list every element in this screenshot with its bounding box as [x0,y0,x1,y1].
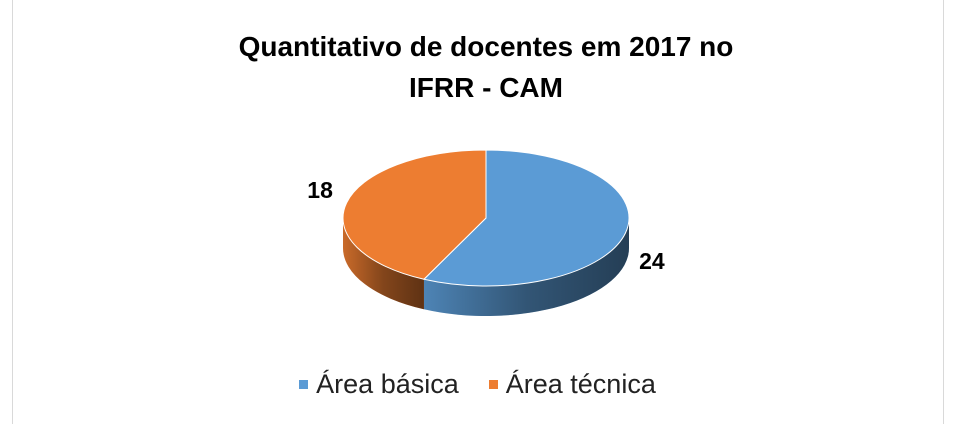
chart-title: Quantitativo de docentes em 2017 no IFRR… [238,31,734,103]
slice [422,149,630,287]
slice [342,149,487,280]
legend: Área básica Área técnica [0,369,955,400]
slice-side-shade [423,218,629,316]
legend-item: Área técnica [488,369,656,400]
legend-label: Área técnica [505,369,656,399]
legend-label: Área básica [316,369,459,399]
legend-swatch [299,380,309,389]
slice-side-shade [343,218,424,310]
legend-swatch [488,380,498,389]
data-label: 18 [307,177,333,203]
legend-item: Área básica [299,369,459,400]
chart-frame [12,0,944,424]
data-label: 24 [639,248,665,274]
